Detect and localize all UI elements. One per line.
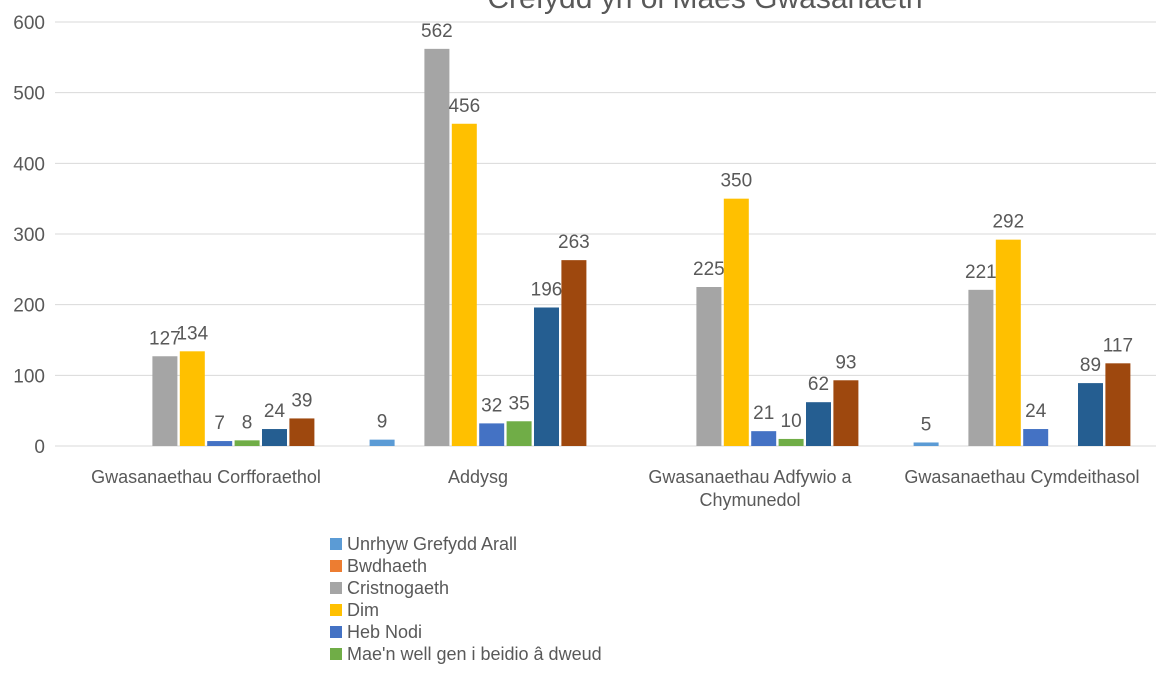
bar — [262, 429, 287, 446]
data-label: 196 — [531, 279, 563, 300]
legend-entry: Bwdhaeth — [330, 555, 427, 577]
bar — [806, 402, 831, 446]
legend-entry: Unrhyw Grefydd Arall — [330, 533, 517, 555]
data-label: 89 — [1080, 355, 1101, 376]
bar — [207, 441, 233, 446]
bar — [751, 431, 777, 446]
legend-entry: Dim — [330, 599, 379, 621]
legend-entry: Cristnogaeth — [330, 577, 449, 599]
data-label: 93 — [835, 352, 856, 373]
bar — [995, 239, 1021, 446]
bar — [289, 418, 315, 446]
bar — [506, 421, 532, 446]
bar — [451, 123, 477, 446]
bar — [833, 380, 859, 446]
legend-swatch — [330, 560, 342, 572]
data-label: 9 — [377, 412, 388, 433]
x-tick-label: Gwasanaethau Corfforaethol — [91, 467, 321, 487]
data-label: 24 — [1025, 401, 1047, 422]
legend-entry: Mae'n well gen i beidio â dweud — [330, 643, 602, 665]
y-tick-label: 200 — [13, 296, 45, 317]
data-label: 35 — [509, 393, 530, 414]
data-label: 7 — [214, 413, 225, 434]
legend-label: Dim — [347, 599, 379, 620]
legend-entry: Heb Nodi — [330, 621, 422, 643]
data-label: 62 — [808, 374, 829, 395]
legend-label: Cristnogaeth — [347, 577, 450, 598]
data-label: 350 — [720, 171, 752, 192]
bar — [1078, 383, 1103, 446]
y-tick-label: 300 — [13, 225, 45, 246]
x-tick-label: Gwasanaethau Cymdeithasol — [904, 467, 1140, 487]
bar — [778, 438, 804, 446]
data-label: 225 — [693, 259, 725, 280]
data-label: 8 — [242, 412, 253, 433]
legend-swatch — [330, 538, 342, 550]
legend-label: Mae'n well gen i beidio â dweud — [347, 643, 602, 664]
legend-label: Unrhyw Grefydd Arall — [347, 533, 518, 554]
y-tick-label: 0 — [34, 437, 45, 458]
data-label: 32 — [481, 395, 502, 416]
legend-label: Heb Nodi — [347, 621, 423, 642]
y-tick-label: 400 — [13, 154, 45, 175]
y-tick-label: 500 — [13, 84, 45, 105]
bar — [534, 307, 559, 446]
bar — [1023, 429, 1049, 446]
legend-swatch — [330, 582, 342, 594]
x-tick-label: Addysg — [447, 467, 509, 487]
legend-swatch — [330, 604, 342, 616]
chart-title: Crefydd yn ôl Maes Gwasanaeth — [487, 0, 922, 15]
data-label: 10 — [781, 411, 802, 432]
data-label: 562 — [421, 21, 453, 42]
bar — [152, 356, 178, 446]
bar — [968, 289, 994, 446]
x-tick-label: Gwasanaethau Adfywio a Chymunedol — [648, 467, 852, 510]
data-label: 24 — [264, 401, 286, 422]
data-label: 221 — [965, 262, 997, 283]
bar — [369, 439, 395, 446]
data-label: 456 — [448, 96, 480, 117]
data-label: 292 — [992, 212, 1024, 233]
bar — [424, 48, 450, 446]
legend-swatch — [330, 626, 342, 638]
legend-swatch — [330, 648, 342, 660]
data-label: 21 — [753, 403, 774, 424]
data-label: 263 — [558, 232, 590, 253]
bar — [1105, 363, 1131, 446]
legend-label: Bwdhaeth — [347, 555, 428, 576]
bar — [561, 260, 587, 446]
data-label: 134 — [176, 323, 208, 344]
bar — [479, 423, 505, 446]
bar — [234, 440, 260, 446]
bar — [696, 287, 722, 446]
bar — [179, 351, 205, 446]
y-tick-label: 600 — [13, 13, 45, 34]
y-tick-label: 100 — [13, 366, 45, 387]
data-label: 39 — [291, 390, 312, 411]
bar — [723, 198, 749, 446]
data-label: 117 — [1103, 335, 1133, 356]
data-label: 127 — [149, 328, 181, 349]
bar — [913, 442, 939, 446]
data-label: 5 — [921, 414, 932, 435]
